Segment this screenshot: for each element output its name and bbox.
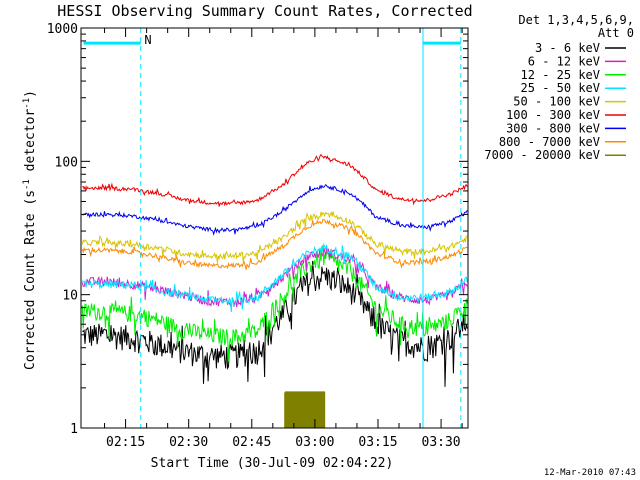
- y-tick-label-1: 10: [62, 289, 78, 304]
- y-axis-label-sup-2: -1: [22, 98, 32, 109]
- y-axis-label: Corrected Count Rate (s-1 detector-1): [22, 90, 38, 370]
- y-axis-label-part-1: Corrected Count Rate (s: [23, 190, 38, 370]
- series-7000-20000-kev-burst-0: [284, 391, 326, 428]
- chart-title: HESSI Observing Summary Count Rates, Cor…: [57, 2, 472, 20]
- y-tick-label-3: 1000: [47, 22, 78, 37]
- plot-frame: [80, 27, 469, 429]
- x-tick-label-1: 02:30: [169, 435, 208, 450]
- legend-label-0: 3 - 6 keV: [535, 41, 600, 55]
- series-layer: [81, 153, 468, 428]
- y-tick-label-2: 100: [55, 155, 78, 170]
- y-axis-label-part-3: ): [23, 90, 38, 98]
- footer-timestamp: 12-Mar-2010 07:43: [544, 468, 636, 478]
- legend-label-2: 12 - 25 keV: [521, 68, 600, 82]
- y-axis-label-sup-1: -1: [22, 179, 32, 190]
- legend-label-4: 50 - 100 keV: [513, 95, 600, 109]
- legend-header-line-1: Det 1,3,4,5,6,9,: [518, 13, 634, 27]
- x-tick-label-4: 03:15: [358, 435, 397, 450]
- legend-label-1: 6 - 12 keV: [528, 54, 600, 68]
- y-axis-label-part-2: detector: [23, 109, 38, 180]
- x-tick-label-3: 03:00: [295, 435, 334, 450]
- x-axis-label: Start Time (30-Jul-09 02:04:22): [151, 456, 394, 471]
- legend-header-line-2: Att 0: [598, 26, 634, 40]
- legend-label-8: 7000 - 20000 keV: [484, 148, 600, 162]
- y-tick-label-0: 1: [70, 422, 78, 437]
- series-25-50-kev-line: [81, 242, 468, 313]
- x-tick-label-5: 03:30: [422, 435, 461, 450]
- series-50-100-kev-line: [81, 211, 468, 263]
- legend-label-5: 100 - 300 keV: [506, 108, 600, 122]
- marker-layer: [83, 28, 462, 428]
- series-100-300-kev-line: [82, 153, 468, 207]
- series-800-7000-kev-line: [81, 218, 468, 270]
- series-300-800-kev-line: [82, 183, 468, 236]
- x-tick-label-2: 02:45: [232, 435, 271, 450]
- x-tick-label-0: 02:15: [106, 435, 145, 450]
- axis-layer: 1 10 100 1000 02:15 02:30 02:45 03:00 03:15 03:30: [47, 22, 468, 450]
- series-12-25-kev-line: [81, 245, 468, 362]
- legend-label-7: 800 - 7000 keV: [499, 135, 600, 149]
- legend-label-6: 300 - 800 keV: [506, 121, 600, 135]
- n-annotation: N: [144, 33, 151, 47]
- legend-label-3: 25 - 50 keV: [521, 81, 600, 95]
